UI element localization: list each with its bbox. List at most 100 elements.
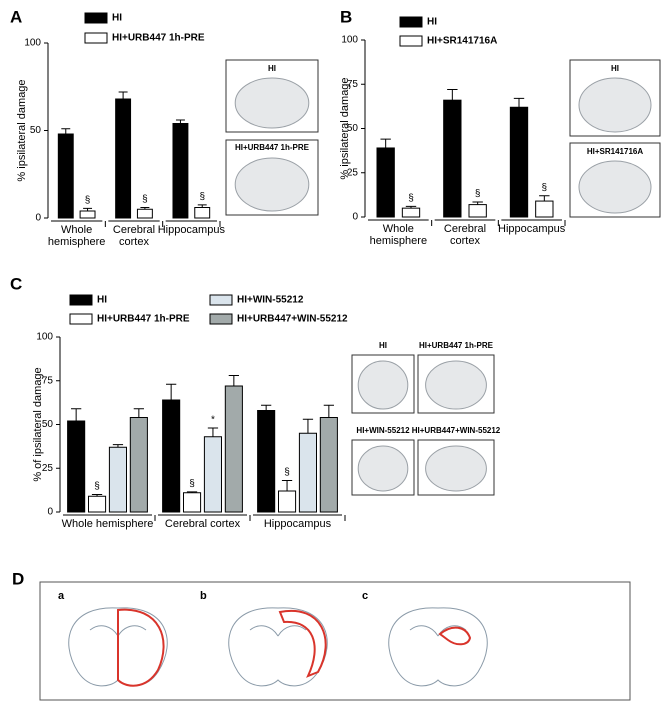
x-tick-label: Cerebral cortex [443, 223, 487, 247]
bar [319, 417, 338, 513]
x-tick-label: Hippocampus [263, 518, 332, 530]
error-bar [91, 494, 103, 497]
image-label: HI+WIN-55212 [356, 426, 410, 435]
sub-label: a [58, 590, 65, 602]
error-bar [71, 408, 82, 421]
legend-swatch [69, 313, 93, 325]
bar [224, 385, 243, 513]
error-bar [112, 444, 124, 448]
legend-label: HI+URB447 1h-PRE [112, 33, 205, 44]
brain-outline [388, 607, 488, 687]
y-tick-label: 75 [347, 79, 359, 90]
error-bar [140, 207, 150, 210]
legend-label: HI [427, 17, 437, 28]
brain-sections [68, 607, 488, 687]
error-bar [83, 207, 93, 211]
bar [172, 123, 189, 219]
x-tick-label: Hippocampus [498, 223, 566, 235]
image-label: HI+URB447 1h-PRE [235, 143, 310, 152]
bar [401, 207, 421, 218]
y-axis-label: % of ipsilateral damage [32, 367, 44, 481]
damage-outline [117, 608, 165, 687]
y-tick-label: 100 [341, 35, 358, 46]
y-tick-label: 100 [36, 332, 53, 343]
image-label: HI [611, 64, 619, 73]
error-bar [133, 408, 144, 418]
significance-marker: § [85, 195, 91, 206]
image-label: HI [268, 64, 276, 73]
y-tick-label: 25 [347, 167, 359, 178]
bar [443, 99, 462, 218]
y-tick-label: 0 [47, 507, 53, 518]
error-bar [207, 427, 219, 437]
bar [67, 420, 86, 513]
panel-letter: D [12, 569, 24, 588]
legend-swatch [84, 32, 108, 44]
legend-swatch [399, 35, 423, 47]
bar [183, 492, 202, 513]
brain-image [234, 77, 310, 129]
error-bar [302, 418, 314, 434]
y-tick-label: 50 [347, 123, 359, 134]
error-bar [228, 375, 239, 386]
bar [535, 200, 554, 218]
x-tick-label: Whole hemisphere [61, 518, 154, 530]
bar [278, 490, 297, 513]
legend-label: HI [97, 295, 107, 306]
error-bar [380, 138, 391, 148]
y-axis-label: % ipsilateral damage [339, 77, 351, 179]
panel-letter: B [340, 7, 352, 26]
significance-marker: § [189, 479, 195, 490]
y-tick-label: 75 [42, 375, 54, 386]
legend-label: HI+URB447 1h-PRE [97, 314, 190, 325]
sub-label: b [200, 590, 207, 602]
error-bar [118, 91, 128, 99]
error-bar [405, 205, 417, 209]
y-tick-label: 50 [30, 125, 42, 136]
brain-image [578, 77, 652, 133]
error-bar [166, 383, 177, 400]
error-bar [447, 89, 458, 101]
bar [376, 147, 395, 218]
legend-swatch [209, 313, 233, 325]
damage-outline [438, 626, 472, 646]
bar [257, 410, 276, 513]
brain-image [425, 445, 487, 492]
sub-label: c [362, 590, 368, 602]
error-bar [513, 97, 525, 108]
legend-label: HI+SR141716A [427, 36, 497, 47]
bar [108, 446, 128, 513]
y-tick-label: 50 [42, 419, 54, 430]
panel-letter: C [10, 274, 22, 293]
x-tick-label: Whole hemisphere [369, 223, 428, 247]
y-tick-label: 0 [352, 212, 358, 223]
significance-marker: § [142, 194, 148, 205]
bar [203, 436, 222, 513]
legend-swatch [69, 294, 93, 306]
bar [88, 495, 107, 513]
x-tick-label: Whole hemisphere [47, 224, 106, 248]
error-bar [472, 201, 483, 205]
bar [194, 207, 211, 219]
legend-label: HI+URB447+WIN-55212 [237, 314, 348, 325]
y-tick-label: 25 [42, 463, 54, 474]
error-bar [323, 404, 334, 418]
significance-marker: § [94, 481, 100, 492]
error-bar [281, 480, 293, 491]
panel-d-frame [39, 581, 631, 701]
image-label: HI [379, 341, 387, 350]
bar [129, 417, 148, 513]
significance-marker: § [199, 192, 205, 203]
bar [115, 98, 132, 219]
bar [468, 204, 487, 218]
error-bar [186, 491, 198, 493]
bar [298, 432, 317, 513]
panel-letter: A [10, 7, 22, 26]
bar [162, 399, 181, 513]
legend-label: HI+WIN-55212 [237, 295, 304, 306]
error-bar [61, 128, 71, 134]
brain-detail [89, 625, 467, 637]
legend-swatch [399, 16, 423, 28]
